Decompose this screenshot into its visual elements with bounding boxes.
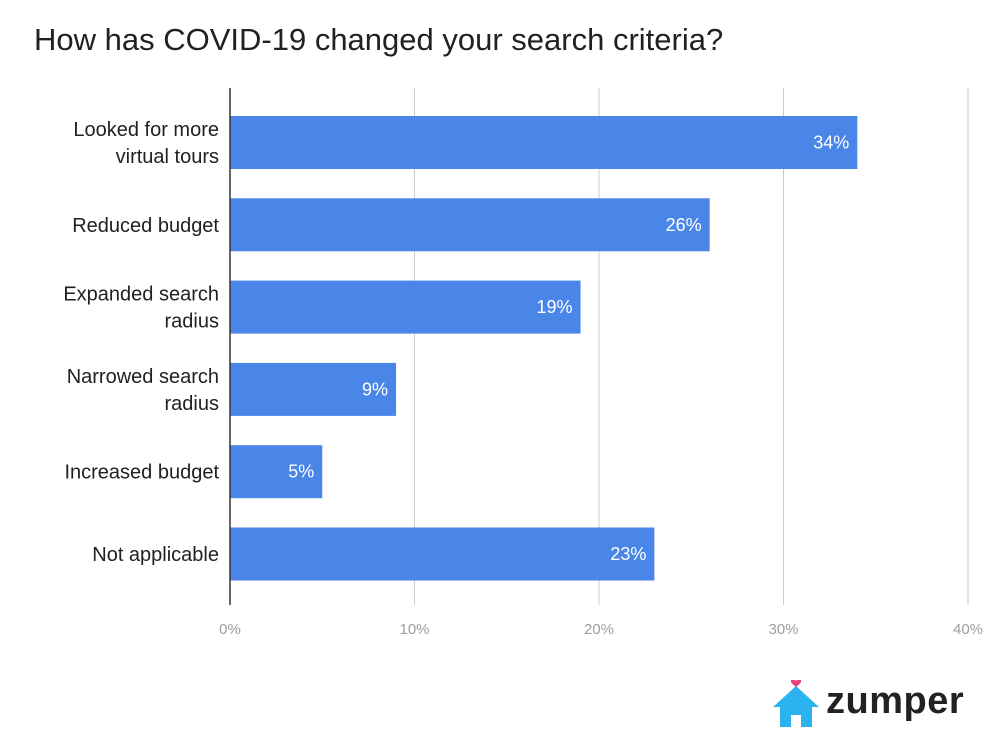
bar-value-label: 9% [362,379,388,399]
logo-text: zumper [826,680,965,722]
bar [230,280,581,334]
category-label: Expanded search [63,284,219,306]
bar-value-label: 34% [813,133,849,153]
category-label: Narrowed search [67,366,219,388]
x-tick-label: 0% [219,621,241,638]
x-tick-label: 10% [399,621,429,638]
x-axis-ticks: 0% 10% 20% 30% 40% [219,621,983,638]
category-label: Looked for more [73,119,219,141]
bar [230,445,323,499]
category-label: radius [165,311,219,333]
x-tick-label: 30% [768,621,798,638]
category-label: radius [165,393,219,415]
bar [230,116,858,169]
zumper-logo: zumper [770,680,970,730]
bar [230,527,655,581]
x-tick-label: 20% [584,621,614,638]
bar-value-label: 5% [288,462,314,482]
x-tick-label: 40% [953,621,983,638]
category-label: Reduced budget [72,215,219,237]
bar-value-label: 19% [537,297,573,317]
category-labels: Looked for more virtual tours Reduced budg… [63,119,219,566]
bar-value-label: 26% [666,215,702,235]
bars: 34% 26% 19% 9% 5% 23% [230,116,858,581]
chart-title: How has COVID-19 changed your search cri… [34,22,724,57]
house-icon [773,680,819,727]
bar [230,198,710,252]
category-label: Increased budget [64,462,219,484]
bar-value-label: 23% [610,544,646,564]
category-label: Not applicable [92,544,219,566]
category-label: virtual tours [116,146,219,168]
bar [230,362,397,416]
grid-lines [414,88,969,605]
